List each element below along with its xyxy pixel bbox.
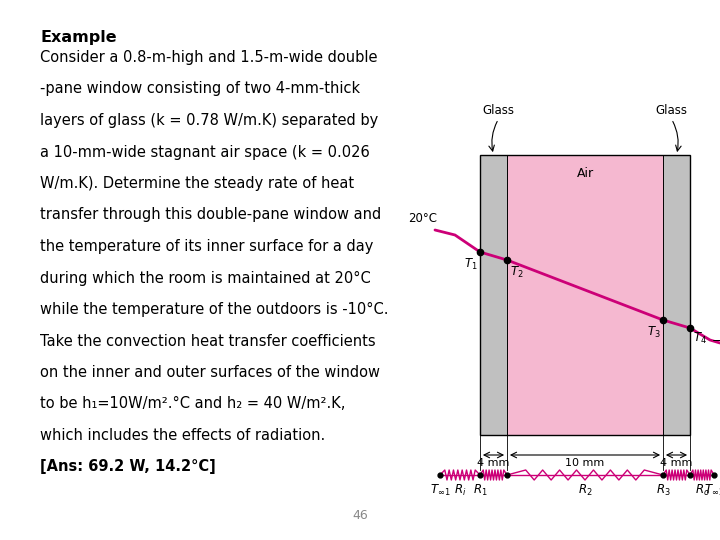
Text: $R_3$: $R_3$ [656, 483, 670, 498]
Text: 20°C: 20°C [408, 212, 437, 225]
Text: $R_i$: $R_i$ [454, 483, 467, 498]
Text: $R_1$: $R_1$ [472, 483, 487, 498]
Text: on the inner and outer surfaces of the window: on the inner and outer surfaces of the w… [40, 365, 380, 380]
Bar [480, 155, 690, 435]
Text: Glass: Glass [655, 104, 688, 117]
Text: the temperature of its inner surface for a day: the temperature of its inner surface for… [40, 239, 374, 254]
Text: layers of glass (k = 0.78 W/m.K) separated by: layers of glass (k = 0.78 W/m.K) separat… [40, 113, 378, 128]
Bar [507, 155, 663, 435]
Bar [480, 155, 507, 435]
Text: W/m.K). Determine the steady rate of heat: W/m.K). Determine the steady rate of hea… [40, 176, 354, 191]
Text: -pane window consisting of two 4-mm-thick: -pane window consisting of two 4-mm-thic… [40, 82, 360, 97]
Text: during which the room is maintained at 20°C: during which the room is maintained at 2… [40, 271, 371, 286]
Text: $T_1$: $T_1$ [464, 257, 478, 272]
Text: 46: 46 [352, 509, 368, 522]
Text: a 10-mm-wide stagnant air space (k = 0.026: a 10-mm-wide stagnant air space (k = 0.0… [40, 145, 370, 159]
Bar [663, 155, 690, 435]
Text: $T_3$: $T_3$ [647, 325, 661, 340]
Text: Example: Example [40, 30, 117, 45]
Text: 4 mm: 4 mm [477, 458, 510, 468]
Text: $R_2$: $R_2$ [577, 483, 593, 498]
Text: 10 mm: 10 mm [565, 458, 605, 468]
Text: 4 mm: 4 mm [660, 458, 693, 468]
Text: $R_o$: $R_o$ [695, 483, 709, 498]
Text: Air: Air [577, 167, 593, 180]
Text: Take the convection heat transfer coefficients: Take the convection heat transfer coeffi… [40, 334, 376, 348]
Text: Consider a 0.8-m-high and 1.5-m-wide double: Consider a 0.8-m-high and 1.5-m-wide dou… [40, 50, 377, 65]
Text: Glass: Glass [482, 104, 515, 117]
Text: $T_2$: $T_2$ [510, 265, 523, 280]
Text: −10°C: −10°C [712, 334, 720, 347]
Text: while the temperature of the outdoors is -10°C.: while the temperature of the outdoors is… [40, 302, 389, 317]
Text: transfer through this double-pane window and: transfer through this double-pane window… [40, 207, 382, 222]
Text: $T_{\infty 2}$: $T_{\infty 2}$ [703, 483, 720, 498]
Text: which includes the effects of radiation.: which includes the effects of radiation. [40, 428, 325, 443]
Text: to be h₁=10W/m².°C and h₂ = 40 W/m².K,: to be h₁=10W/m².°C and h₂ = 40 W/m².K, [40, 396, 346, 411]
Text: $T_{\infty 1}$: $T_{\infty 1}$ [430, 483, 450, 498]
Text: $T_4$: $T_4$ [693, 331, 707, 346]
Text: [Ans: 69.2 W, 14.2°C]: [Ans: 69.2 W, 14.2°C] [40, 460, 216, 475]
